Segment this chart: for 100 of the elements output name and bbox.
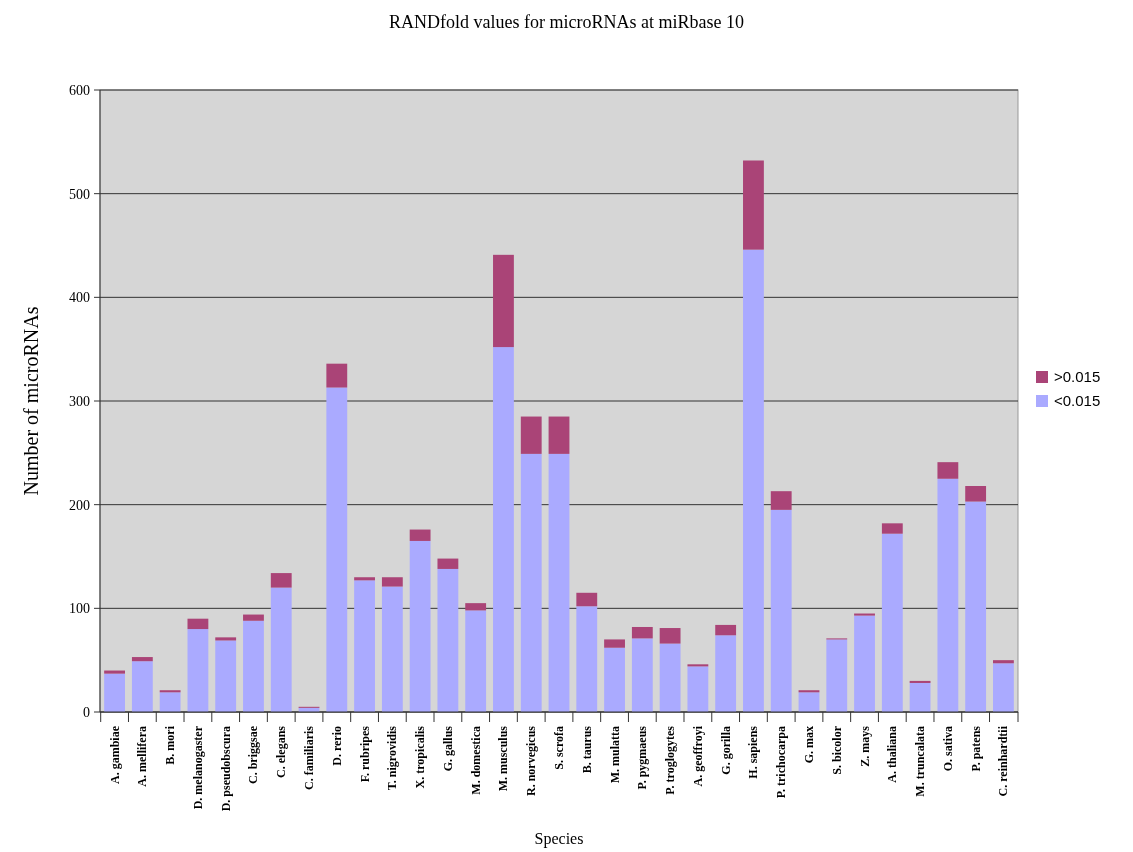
x-tick-label: B. mori: [163, 725, 178, 765]
bar: [604, 647, 625, 712]
x-tick-label: G. gallus: [440, 725, 455, 772]
x-tick-label: D. pseudobscura: [218, 726, 233, 812]
bar: [326, 363, 348, 388]
x-tick-label: F. rubripes: [357, 725, 372, 783]
x-tick-label: M. musculus: [496, 725, 511, 792]
bar: [437, 568, 459, 712]
x-tick-label: H. sapiens: [746, 725, 761, 779]
legend-label: >0.015: [1054, 368, 1101, 386]
bar: [854, 615, 875, 712]
bar: [576, 592, 598, 607]
bar: [826, 639, 848, 712]
bar: [409, 540, 431, 712]
y-tick-label: 200: [69, 497, 90, 513]
bar: [104, 670, 125, 674]
x-tick-label: G. max: [801, 726, 816, 764]
x-tick-label: M. mulatta: [607, 726, 622, 784]
bar: [215, 640, 237, 712]
x-tick-label: O. sativa: [940, 726, 955, 772]
bar: [187, 618, 209, 630]
bar: [993, 663, 1014, 712]
y-tick-label: 0: [83, 704, 90, 720]
bar: [659, 643, 681, 712]
y-tick-label: 500: [69, 186, 90, 202]
bar: [381, 577, 403, 587]
x-tick-label: C. reinhardtii: [996, 725, 1011, 797]
x-tick-label: P. pygmaeus: [635, 725, 650, 790]
bar: [159, 690, 181, 693]
x-tick-label: T. nigrovidis: [385, 725, 400, 791]
bar: [687, 664, 709, 667]
bar: [465, 610, 487, 712]
bar: [409, 529, 431, 541]
bar: [798, 690, 820, 693]
x-tick-label: A. geoffroyi: [690, 725, 705, 787]
bar: [270, 573, 292, 588]
bar: [326, 387, 348, 712]
bar: [715, 624, 737, 636]
y-tick-label: 300: [69, 393, 90, 409]
x-tick-label: A. mellifera: [135, 726, 150, 787]
bar: [909, 680, 931, 683]
bar: [354, 577, 375, 581]
bar: [548, 453, 570, 712]
bar: [798, 692, 820, 712]
bar: [993, 660, 1014, 664]
bar: [243, 614, 264, 621]
bar: [576, 606, 598, 712]
x-tick-label: P. trichocarpa: [774, 726, 789, 799]
bar: [381, 586, 403, 712]
x-tick-label: R. norvegicus: [524, 725, 539, 796]
x-tick-label: B. taurus: [579, 725, 594, 774]
x-tick-label: X. tropicalis: [413, 725, 428, 789]
bar: [631, 626, 653, 639]
bar: [770, 491, 792, 510]
bar: [520, 453, 542, 712]
x-tick-label: D. melanogaster: [190, 725, 205, 810]
bar: [687, 666, 709, 712]
bar: [937, 478, 959, 712]
x-tick-label: D. rerio: [329, 726, 344, 766]
bar: [937, 462, 959, 479]
chart-title: RANDfold values for microRNAs at miRbase 10: [389, 12, 744, 32]
legend-label: <0.015: [1054, 392, 1101, 410]
bar: [493, 254, 514, 348]
x-tick-label: Z. mays: [857, 725, 872, 767]
bar: [631, 638, 653, 712]
bar: [743, 249, 764, 712]
x-tick-label: G. gorilla: [718, 726, 733, 775]
bar: [465, 603, 487, 611]
bar: [715, 635, 737, 712]
bar: [243, 620, 264, 712]
x-tick-label: M. truncalata: [913, 726, 928, 797]
x-tick-label: A. thaliana: [885, 726, 900, 783]
x-tick-label: C. elegans: [274, 725, 289, 778]
bar: [270, 587, 292, 712]
bar: [215, 637, 237, 641]
bar: [548, 416, 570, 454]
bar: [909, 682, 931, 712]
bar: [104, 673, 125, 712]
x-tick-label: A. gambiae: [107, 725, 122, 784]
y-tick-label: 100: [69, 601, 90, 617]
y-tick-label: 600: [69, 82, 90, 98]
bar: [965, 486, 987, 502]
bar: [187, 629, 209, 712]
bar: [131, 657, 153, 662]
bar: [743, 160, 764, 250]
bar: [659, 628, 681, 644]
x-tick-label: S. scrofa: [552, 726, 566, 770]
bar: [881, 523, 903, 534]
bar: [131, 661, 153, 712]
bar: [965, 501, 987, 712]
bar: [159, 692, 181, 712]
bar: [854, 613, 875, 616]
x-tick-label: C. briggsae: [246, 725, 261, 784]
bar: [604, 639, 625, 648]
x-tick-label: P. troglogytes: [663, 725, 678, 795]
y-tick-label: 400: [69, 290, 90, 306]
bar: [437, 558, 459, 569]
bar: [354, 580, 375, 712]
x-axis-title: Species: [534, 830, 584, 848]
x-tick-label: S. bicolor: [829, 725, 844, 775]
